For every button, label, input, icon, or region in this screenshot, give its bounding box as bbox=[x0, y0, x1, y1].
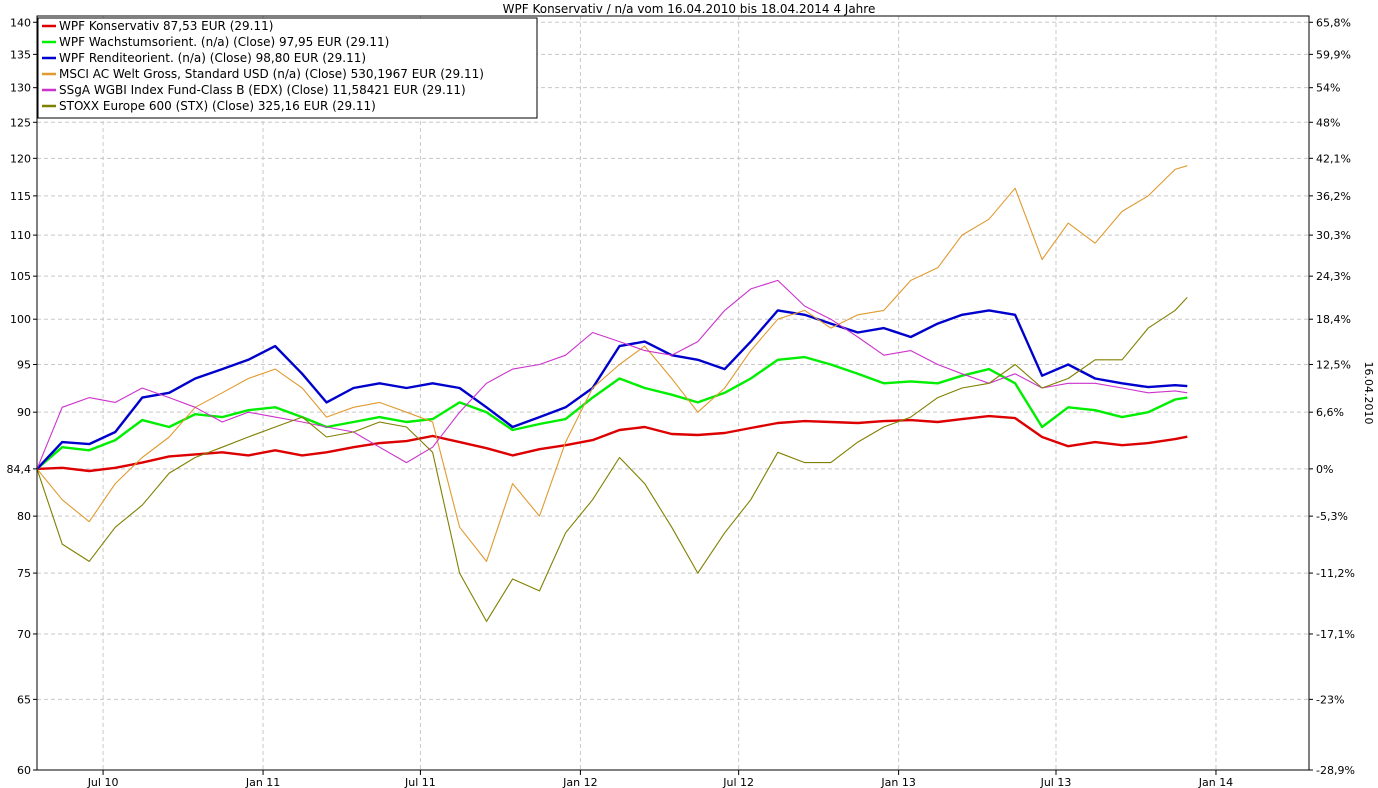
y2-tick-label: -5,3% bbox=[1316, 510, 1348, 523]
y2-tick-label: 24,3% bbox=[1316, 270, 1351, 283]
x-tick-label: Jan 14 bbox=[1198, 776, 1233, 788]
plot-frame bbox=[36, 15, 1310, 771]
x-tick-label: Jul 12 bbox=[722, 776, 754, 788]
y2-tick-label: 54% bbox=[1316, 82, 1340, 95]
series-line-5 bbox=[36, 297, 1188, 622]
grid bbox=[37, 16, 1309, 771]
y-tick-label: 70 bbox=[17, 628, 31, 641]
x-tick-label: Jan 11 bbox=[245, 776, 280, 788]
series-line-2 bbox=[36, 309, 1188, 470]
y-tick-label: 105 bbox=[10, 270, 31, 283]
y-tick-label: 120 bbox=[10, 152, 31, 165]
legend-entry: WPF Renditeorient. (n/a) (Close) 98,80 E… bbox=[59, 51, 366, 65]
y-tick-label: 75 bbox=[17, 567, 31, 580]
x-tick-label: Jul 13 bbox=[1040, 776, 1072, 788]
y2-tick-label: -23% bbox=[1316, 693, 1344, 706]
series-line-0 bbox=[36, 414, 1188, 473]
y-tick-label: 125 bbox=[10, 116, 31, 129]
y-tick-label: 95 bbox=[17, 358, 31, 371]
legend-entry: WPF Wachstumsorient. (n/a) (Close) 97,95… bbox=[59, 35, 389, 49]
y-tick-label: 84,4 bbox=[7, 463, 32, 476]
y2-tick-label: 59,9% bbox=[1316, 48, 1351, 61]
y2-tick-label: 42,1% bbox=[1316, 152, 1351, 165]
legend-entry: SSgA WGBI Index Fund-Class B (EDX) (Clos… bbox=[59, 83, 466, 97]
y2-tick-label: -28,9% bbox=[1316, 764, 1355, 777]
legend-box bbox=[37, 17, 538, 119]
y-tick-label: 140 bbox=[10, 16, 31, 29]
axes: 60 -28,9% 65 -23% 70 -17,1% 75 -11,2% 80 -5,3% 84,… bbox=[7, 16, 1355, 788]
series-line-3 bbox=[36, 165, 1188, 562]
y-tick-label: 100 bbox=[10, 313, 31, 326]
y-tick-label: 115 bbox=[10, 190, 31, 203]
right-axis-label: 16.04.2010 bbox=[1362, 362, 1375, 425]
y-tick-label: 135 bbox=[10, 48, 31, 61]
y-tick-label: 110 bbox=[10, 229, 31, 242]
x-tick-label: Jan 13 bbox=[880, 776, 915, 788]
x-tick-label: Jul 11 bbox=[404, 776, 436, 788]
chart-title: WPF Konservativ / n/a vom 16.04.2010 bis… bbox=[503, 2, 876, 16]
y-tick-label: 80 bbox=[17, 510, 31, 523]
y2-tick-label: 36,2% bbox=[1316, 190, 1351, 203]
y2-tick-label: 6,6% bbox=[1316, 406, 1344, 419]
y-tick-label: 130 bbox=[10, 82, 31, 95]
series-lines bbox=[36, 165, 1188, 622]
y2-tick-label: 48% bbox=[1316, 116, 1340, 129]
y2-tick-label: 12,5% bbox=[1316, 358, 1351, 371]
y-tick-label: 90 bbox=[17, 406, 31, 419]
y2-tick-label: 18,4% bbox=[1316, 313, 1351, 326]
legend: WPF Konservativ 87,53 EUR (29.11) WPF Wac… bbox=[37, 17, 538, 119]
x-tick-label: Jan 12 bbox=[562, 776, 597, 788]
x-tick-label: Jul 10 bbox=[87, 776, 119, 788]
series-line-1 bbox=[36, 355, 1188, 470]
y2-tick-label: -11,2% bbox=[1316, 567, 1355, 580]
legend-entry: STOXX Europe 600 (STX) (Close) 325,16 EU… bbox=[59, 99, 376, 113]
series-line-4 bbox=[36, 279, 1188, 470]
legend-entry: WPF Konservativ 87,53 EUR (29.11) bbox=[59, 19, 273, 33]
y2-tick-label: 0% bbox=[1316, 463, 1333, 476]
y-tick-label: 60 bbox=[17, 764, 31, 777]
legend-entry: MSCI AC Welt Gross, Standard USD (n/a) (… bbox=[59, 67, 484, 81]
y-tick-label: 65 bbox=[17, 693, 31, 706]
y2-tick-label: 30,3% bbox=[1316, 229, 1351, 242]
y2-tick-label: 65,8% bbox=[1316, 16, 1351, 29]
y2-tick-label: -17,1% bbox=[1316, 628, 1355, 641]
